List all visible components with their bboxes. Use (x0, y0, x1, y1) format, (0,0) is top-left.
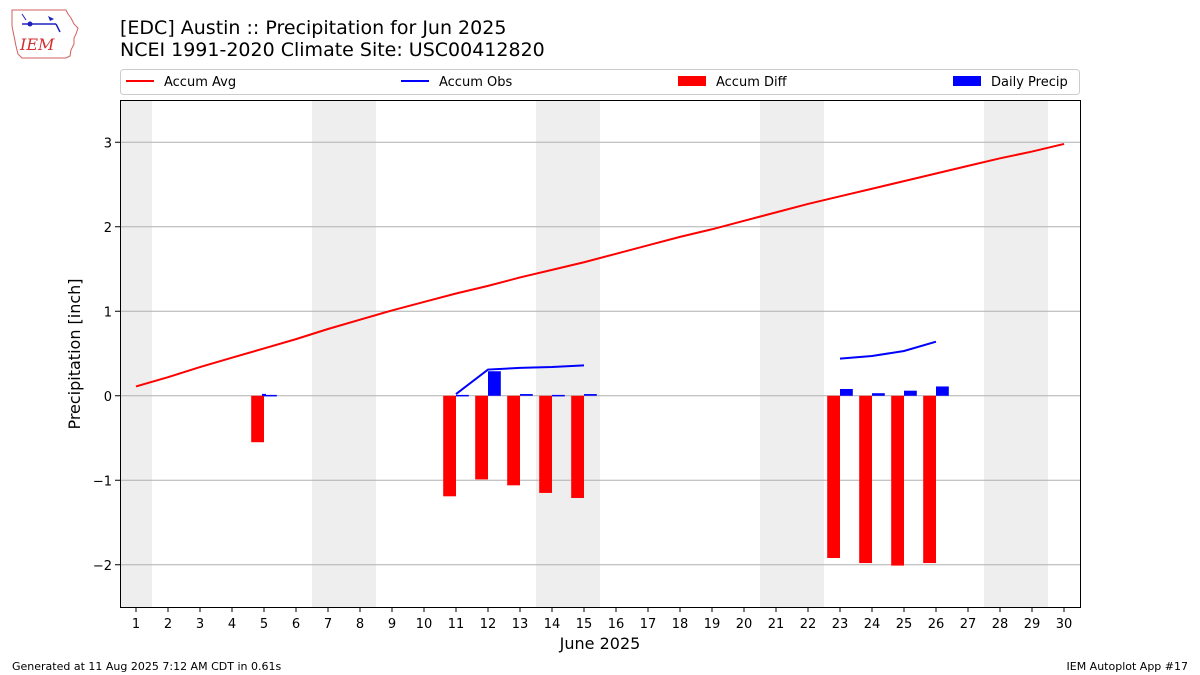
daily-precip-bar (584, 394, 597, 396)
plot-frame (120, 100, 1081, 608)
x-tick-label: 21 (768, 617, 785, 632)
y-tick-label: 1 (104, 305, 112, 320)
accum-diff-bar (443, 395, 456, 497)
svg-text:IEM: IEM (19, 35, 55, 54)
daily-precip-bar (264, 394, 277, 397)
legend-label: Accum Avg (164, 75, 236, 90)
daily-precip-bar (936, 386, 949, 396)
x-tick-label: 24 (864, 617, 881, 632)
x-tick-label: 4 (228, 617, 236, 632)
chart-subtitle: NCEI 1991-2020 Climate Site: USC00412820 (120, 39, 545, 61)
accum-diff-bar (859, 395, 872, 564)
x-tick-label: 11 (448, 617, 465, 632)
accum-obs-line (455, 364, 585, 395)
legend-label: Accum Obs (439, 75, 512, 90)
x-tick-label: 28 (992, 617, 1009, 632)
x-tick-label: 5 (260, 617, 268, 632)
daily-precip-bar (872, 393, 885, 396)
accum-diff-bar (571, 395, 584, 498)
accum-diff-bar (827, 395, 840, 558)
y-tick-label: 3 (104, 136, 112, 151)
accum-diff-bar (475, 395, 488, 480)
accum-avg-line (135, 142, 1065, 388)
app-label: IEM Autoplot App #17 (1066, 660, 1189, 673)
weekend-band (984, 100, 1048, 607)
daily-precip-bar (840, 388, 853, 396)
y-axis-label: Precipitation [inch] (65, 278, 84, 429)
accum-diff-bar (539, 395, 552, 493)
weekend-band (312, 100, 376, 607)
y-tick-label: −2 (93, 559, 112, 574)
chart-title: [EDC] Austin :: Precipitation for Jun 20… (120, 17, 507, 39)
accum-diff-bar (507, 395, 520, 486)
x-tick-label: 6 (292, 617, 300, 632)
legend-box (120, 69, 1080, 95)
weekend-band (120, 100, 152, 607)
legend-label: Accum Diff (716, 75, 788, 90)
x-tick-label: 14 (544, 617, 561, 632)
x-axis-label: June 2025 (559, 634, 641, 653)
y-tick-label: 0 (104, 390, 112, 405)
daily-precip-bar (552, 394, 565, 397)
accum-diff-bar (891, 395, 904, 566)
x-tick-label: 7 (324, 617, 332, 632)
x-tick-label: 1 (132, 617, 140, 632)
x-tick-label: 22 (800, 617, 817, 632)
generated-timestamp: Generated at 11 Aug 2025 7:12 AM CDT in … (12, 660, 282, 673)
x-tick-label: 2 (164, 617, 172, 632)
x-tick-label: 27 (960, 617, 977, 632)
daily-precip-bar (488, 371, 501, 396)
weekend-band (536, 100, 600, 607)
x-tick-label: 3 (196, 617, 204, 632)
x-tick-label: 9 (388, 617, 396, 632)
x-tick-label: 15 (576, 617, 593, 632)
legend-daily-swatch (953, 76, 981, 86)
x-tick-label: 16 (608, 617, 625, 632)
accum-diff-bar (251, 395, 264, 443)
x-tick-label: 26 (928, 617, 945, 632)
weekend-band (760, 100, 824, 607)
x-tick-label: 19 (704, 617, 721, 632)
accum-diff-bar (923, 395, 936, 564)
x-tick-label: 13 (512, 617, 529, 632)
daily-precip-bar (904, 390, 917, 396)
x-tick-label: 17 (640, 617, 657, 632)
daily-precip-bar (520, 394, 533, 396)
x-tick-label: 12 (480, 617, 497, 632)
legend-diff-swatch (678, 76, 706, 86)
accum-obs-line (839, 340, 937, 360)
x-tick-label: 25 (896, 617, 913, 632)
legend-label: Daily Precip (991, 75, 1068, 90)
x-tick-label: 20 (736, 617, 753, 632)
y-tick-label: −1 (93, 474, 112, 489)
x-tick-label: 29 (1024, 617, 1041, 632)
iem-logo: IEM (8, 6, 80, 60)
y-tick-label: 2 (104, 221, 112, 236)
x-tick-label: 8 (356, 617, 364, 632)
x-tick-label: 23 (832, 617, 849, 632)
x-tick-label: 10 (416, 617, 433, 632)
daily-precip-bar (456, 394, 469, 397)
x-tick-label: 18 (672, 617, 689, 632)
x-tick-label: 30 (1056, 617, 1073, 632)
